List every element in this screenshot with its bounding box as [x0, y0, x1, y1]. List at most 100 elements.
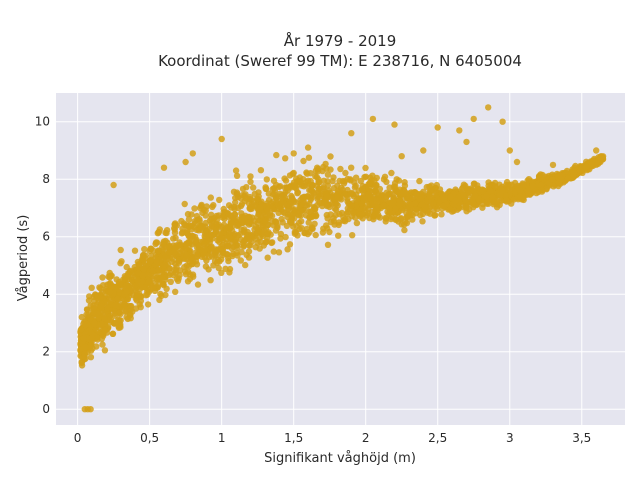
data-point — [111, 312, 119, 319]
data-point — [201, 246, 209, 253]
data-point — [305, 154, 313, 161]
data-point — [144, 301, 152, 308]
data-point — [323, 202, 331, 210]
data-point — [375, 196, 382, 203]
data-point — [463, 138, 470, 146]
data-point — [311, 220, 318, 227]
data-point — [297, 178, 304, 185]
data-point — [222, 265, 229, 272]
data-point — [571, 164, 578, 171]
data-point — [456, 127, 463, 134]
data-point — [247, 178, 254, 185]
data-point — [407, 201, 415, 208]
x-tick-label: 0 — [74, 431, 82, 445]
data-point — [205, 253, 213, 261]
data-point — [93, 343, 100, 350]
data-point — [483, 193, 490, 200]
data-point — [196, 204, 204, 212]
data-point — [110, 181, 117, 189]
data-point — [134, 277, 141, 284]
data-point — [264, 207, 271, 215]
data-point — [300, 198, 307, 205]
data-point — [426, 183, 433, 190]
data-point — [413, 190, 421, 197]
data-point — [234, 252, 241, 259]
data-point — [401, 182, 409, 189]
data-point — [338, 209, 346, 217]
data-point — [382, 214, 389, 222]
data-point — [99, 274, 106, 281]
data-point — [286, 172, 294, 179]
data-point — [262, 218, 269, 225]
data-point — [291, 206, 299, 213]
data-point — [274, 222, 281, 229]
data-point — [167, 270, 174, 277]
data-point — [471, 180, 478, 187]
data-point — [185, 216, 193, 223]
data-point — [293, 222, 300, 230]
data-point — [398, 153, 405, 160]
data-point — [252, 235, 259, 242]
data-point — [198, 223, 205, 230]
data-point — [576, 166, 584, 174]
data-point — [275, 205, 282, 213]
data-point — [98, 335, 106, 343]
data-point — [217, 230, 225, 237]
data-point — [188, 211, 195, 218]
data-point — [155, 229, 162, 236]
data-point — [232, 199, 239, 206]
data-point — [225, 257, 232, 265]
data-point — [357, 177, 364, 185]
data-point — [191, 205, 198, 212]
data-point — [315, 176, 322, 183]
data-point — [245, 248, 253, 255]
data-point — [223, 240, 230, 247]
data-point — [119, 276, 127, 283]
data-point — [588, 161, 595, 168]
data-point — [129, 276, 136, 284]
data-point — [366, 179, 374, 186]
data-point — [401, 226, 408, 234]
data-point — [284, 246, 291, 253]
data-point — [165, 243, 173, 250]
data-point — [558, 176, 565, 183]
data-point — [296, 202, 303, 209]
data-point — [147, 245, 154, 252]
data-point — [337, 165, 344, 173]
data-point — [304, 193, 311, 200]
data-point — [101, 327, 109, 334]
y-tick-label: 4 — [42, 287, 50, 301]
data-point — [279, 219, 286, 226]
data-point — [307, 208, 315, 215]
data-point — [208, 244, 215, 251]
data-point — [298, 218, 305, 225]
data-point — [282, 233, 289, 241]
data-point — [257, 204, 264, 211]
data-point — [226, 234, 233, 241]
data-point — [245, 213, 253, 220]
data-point — [446, 206, 454, 213]
data-point — [418, 201, 426, 208]
data-point — [263, 176, 270, 183]
data-point — [218, 135, 225, 143]
data-point — [440, 202, 447, 210]
data-point — [77, 326, 85, 333]
data-point — [300, 157, 307, 165]
data-point — [327, 153, 334, 160]
data-point — [351, 179, 358, 186]
data-point — [370, 216, 377, 223]
data-point — [150, 272, 158, 280]
data-point — [346, 206, 354, 213]
data-point — [132, 295, 140, 302]
data-point — [116, 309, 123, 316]
data-point — [470, 193, 478, 200]
data-point — [334, 193, 341, 200]
data-point — [219, 249, 227, 257]
data-point — [395, 177, 403, 184]
data-point — [210, 202, 217, 209]
data-point — [316, 193, 323, 200]
data-point — [264, 254, 271, 261]
data-point — [329, 178, 336, 185]
data-point — [344, 195, 351, 202]
data-point — [192, 238, 200, 245]
